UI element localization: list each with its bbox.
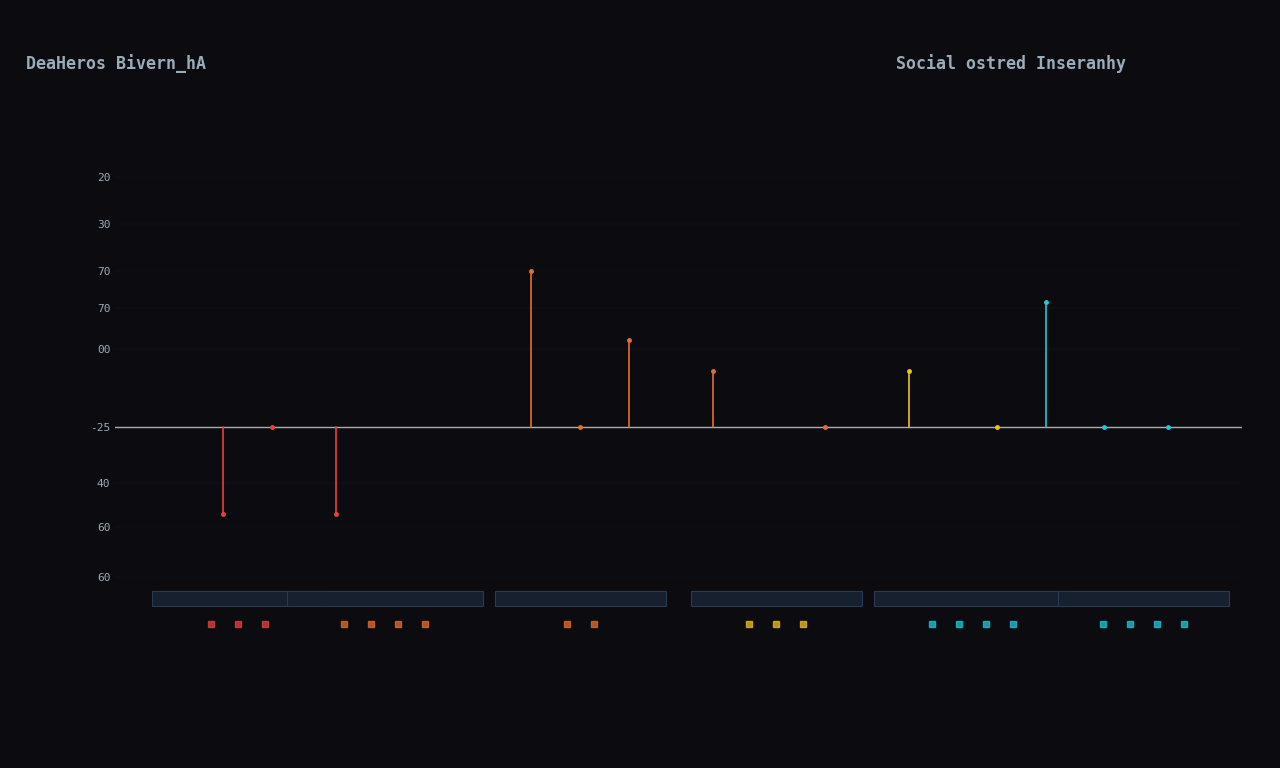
Text: Social ostred Inseranhy: Social ostred Inseranhy (896, 54, 1126, 73)
Bar (287, 591, 483, 607)
Bar (152, 591, 324, 607)
Bar (1059, 591, 1229, 607)
Bar (691, 591, 861, 607)
Bar (495, 591, 666, 607)
Bar (874, 591, 1070, 607)
Text: DeaHeros Bivern_hA: DeaHeros Bivern_hA (26, 54, 206, 73)
